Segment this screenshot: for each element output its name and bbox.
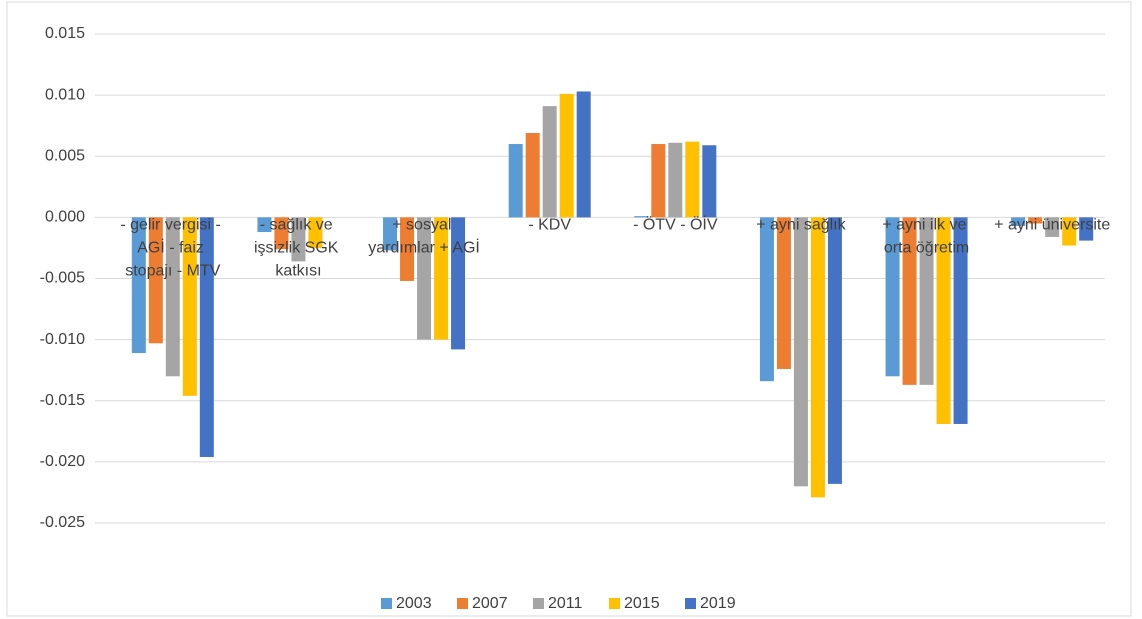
x-tick-label: + ayni üniversite	[994, 217, 1110, 234]
legend-swatch	[381, 598, 392, 609]
y-tick-label: 0.010	[45, 86, 85, 103]
legend-swatch	[533, 598, 544, 609]
bar	[702, 145, 717, 218]
bar	[827, 217, 842, 484]
x-tick-label: + ayni ilk ve orta öğretim	[882, 217, 970, 257]
x-tick-label: - ÖTV - ÖİV	[633, 215, 718, 234]
bar	[400, 217, 415, 281]
bar	[1028, 217, 1043, 224]
bar	[451, 217, 466, 350]
bar	[508, 144, 523, 218]
bar	[902, 217, 917, 385]
x-tick-label: - gelir vergisi - AGİ - faiz stopajı - M…	[120, 217, 225, 280]
bar	[651, 144, 666, 218]
legend-swatch	[685, 598, 696, 609]
bar	[759, 217, 774, 382]
x-tick-label: - sağlık ve işsizlik SGK katkısı	[254, 217, 343, 280]
bar	[1011, 217, 1026, 226]
bar	[383, 217, 398, 251]
bar	[810, 217, 825, 498]
y-tick-label: 0.015	[45, 25, 85, 42]
bar	[668, 142, 683, 218]
bar	[542, 106, 557, 218]
bar	[576, 91, 591, 218]
bar	[148, 217, 163, 344]
bar	[308, 217, 323, 248]
y-tick-label: -0.010	[40, 331, 85, 348]
legend-swatch	[609, 598, 620, 609]
x-tick-label: + ayni sağlık	[756, 217, 846, 234]
y-tick-label: -0.025	[40, 514, 85, 531]
bar	[953, 217, 968, 424]
legend-label: 2003	[396, 595, 432, 612]
y-tick-label: -0.005	[40, 270, 85, 287]
legend-label: 2015	[624, 595, 660, 612]
bar	[885, 217, 900, 377]
y-tick-label: -0.015	[40, 392, 85, 409]
bar	[1079, 217, 1094, 241]
bar	[793, 217, 808, 487]
legend-swatch	[457, 598, 468, 609]
x-tick-label: - KDV	[528, 217, 571, 234]
y-tick-label: -0.020	[40, 453, 85, 470]
chart-frame	[6, 1, 1132, 617]
bar	[525, 133, 540, 218]
legend-label: 2019	[700, 595, 736, 612]
bar	[199, 217, 214, 457]
bar	[1062, 217, 1077, 246]
bar	[417, 217, 432, 340]
y-tick-label: 0.000	[45, 209, 85, 226]
legend-label: 2011	[548, 595, 583, 612]
bar	[257, 217, 272, 233]
bar	[165, 217, 180, 377]
bar	[182, 217, 197, 396]
bar	[936, 217, 951, 424]
bar	[291, 217, 306, 262]
bar	[131, 217, 146, 354]
bar	[274, 217, 289, 250]
bar	[919, 217, 934, 385]
bar	[1045, 217, 1060, 237]
bar	[634, 216, 649, 218]
bar	[559, 93, 574, 218]
bar	[434, 217, 449, 340]
x-tick-label: + sosyal yardımlar + AGİ	[368, 217, 480, 257]
y-tick-label: 0.005	[45, 147, 85, 164]
legend-label: 2007	[472, 595, 508, 612]
bar	[685, 141, 700, 218]
bar	[776, 217, 791, 369]
